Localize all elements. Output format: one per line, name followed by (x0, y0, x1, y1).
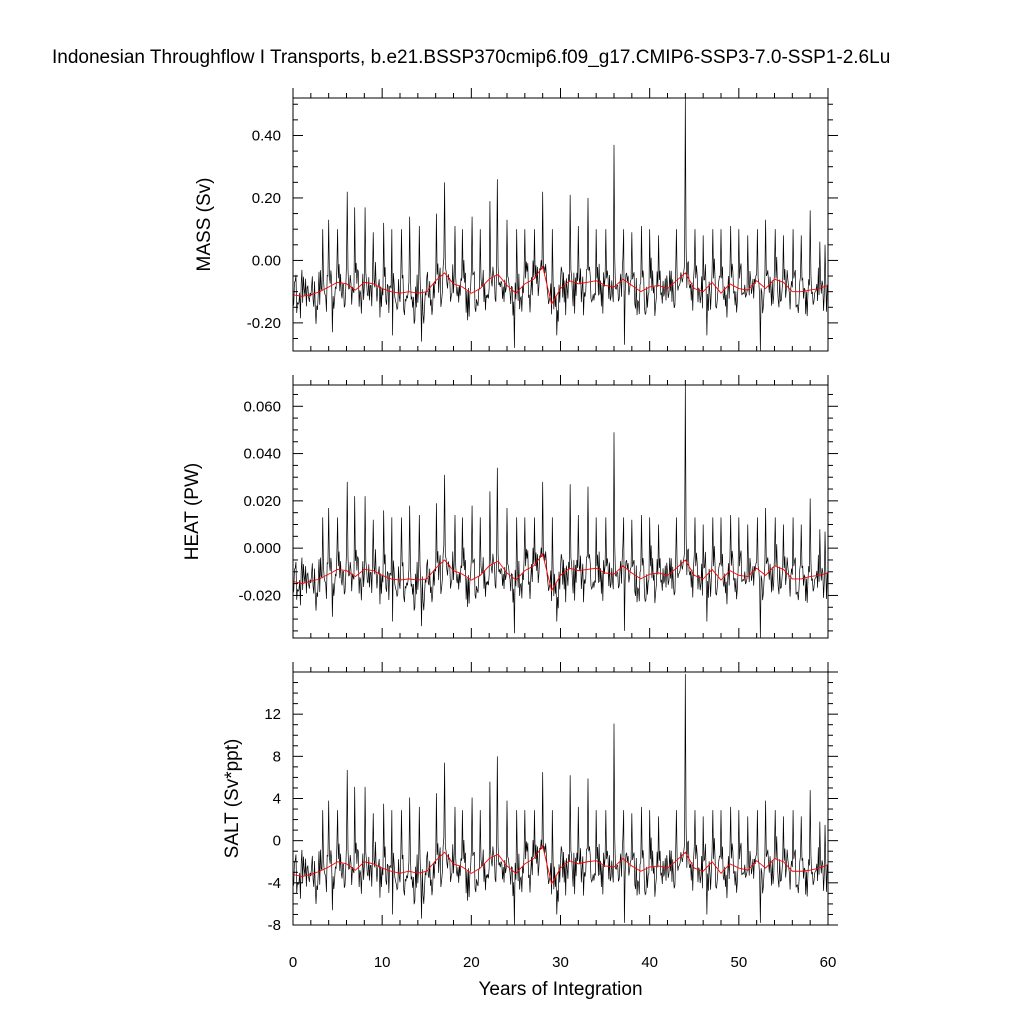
y-tick-label: 0.020 (243, 493, 281, 510)
x-tick-label: 20 (463, 954, 480, 971)
series-line-top (293, 98, 828, 351)
x-axis-label: Years of Integration (478, 979, 642, 1000)
x-tick-label: 10 (374, 954, 391, 971)
running-mean-line-middle (293, 553, 828, 592)
y-tick-label: -4 (268, 875, 281, 892)
y-tick-label: 4 (273, 791, 281, 808)
running-mean-line-top (293, 265, 828, 306)
y-axis-label-bottom: SALT (Sv*ppt) (222, 739, 243, 859)
x-tick-label: 50 (730, 954, 747, 971)
x-tick-label: 30 (552, 954, 569, 971)
y-tick-label: -0.020 (238, 587, 281, 604)
y-tick-label: -0.20 (247, 315, 281, 332)
y-tick-label: 0.000 (243, 540, 281, 557)
plot-frame-middle (292, 384, 829, 639)
y-axis-label-middle: HEAT (PW) (182, 463, 203, 560)
x-tick-label: 60 (820, 954, 837, 971)
series-line-middle (293, 385, 828, 638)
y-tick-label: 0 (273, 833, 281, 850)
y-axis-label-top: MASS (Sv) (194, 178, 215, 272)
x-tick-label: 0 (289, 954, 297, 971)
panel-top: 0.40 0.20 0.00 -0.20 MASS (Sv) (194, 88, 838, 352)
series-line-bottom (293, 674, 828, 925)
y-tick-label: 0.040 (243, 446, 281, 463)
y-tick-label: 0.060 (243, 398, 281, 415)
chart-title: Indonesian Throughflow I Transports, b.e… (52, 47, 891, 68)
y-tick-label: 0.20 (252, 190, 281, 207)
plot-frame-top (292, 97, 829, 352)
y-tick-label: 12 (264, 706, 281, 723)
y-tick-label: 0.00 (252, 252, 281, 269)
y-tick-label: 0.40 (252, 127, 281, 144)
y-tick-label: 8 (273, 748, 281, 765)
y-tick-label: -8 (268, 917, 281, 934)
plot-frame-bottom (292, 671, 829, 926)
panel-middle: 0.060 0.040 0.020 0.000 -0.020 HEAT (PW) (182, 375, 838, 639)
running-mean-line-bottom (293, 844, 828, 886)
x-tick-label: 40 (641, 954, 658, 971)
